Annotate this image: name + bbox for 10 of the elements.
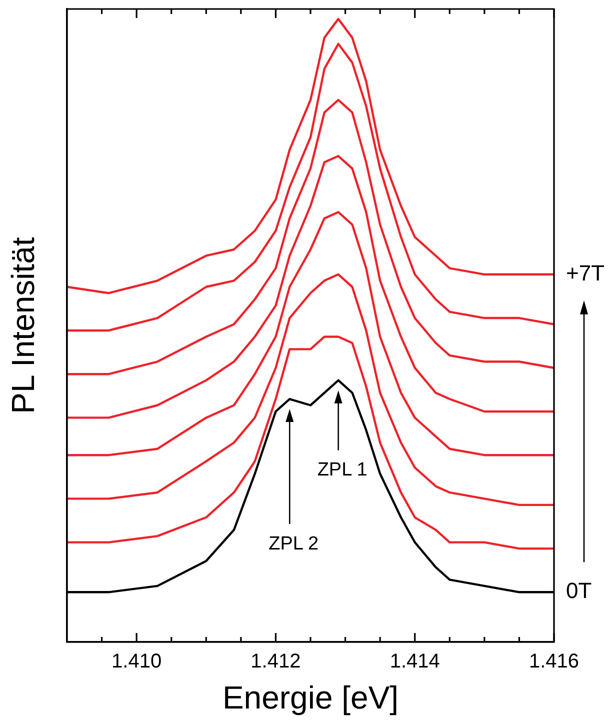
x-tick-label: 1.414 bbox=[390, 650, 440, 673]
x-axis-title: Energie [eV] bbox=[222, 680, 399, 716]
x-tick-label: 1.412 bbox=[250, 650, 301, 673]
x-tick-label: 1.416 bbox=[528, 650, 580, 673]
series-label: 0T bbox=[566, 578, 592, 604]
x-tick-label: 1.410 bbox=[112, 650, 162, 673]
y-axis-title: PL Intensität bbox=[5, 237, 42, 414]
annotation: ZPL 1 bbox=[317, 460, 368, 481]
series-label: +7T bbox=[566, 260, 605, 286]
annotation: ZPL 2 bbox=[268, 533, 319, 554]
